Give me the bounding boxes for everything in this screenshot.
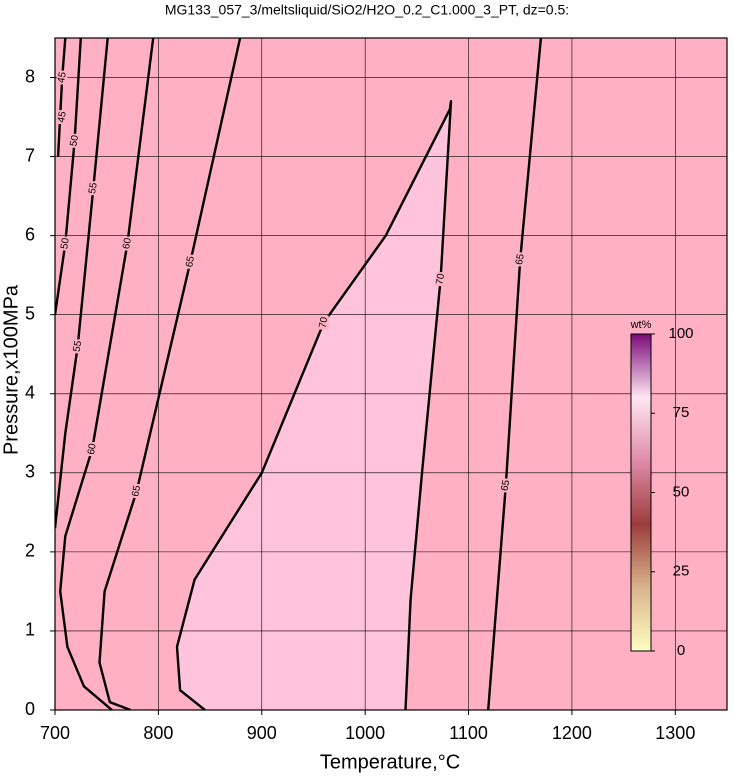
colorbar	[630, 333, 652, 652]
contour-label-bg	[122, 236, 133, 251]
contour-label-bg	[131, 484, 142, 499]
contour-label: 65	[514, 253, 527, 266]
contour-label: 70	[434, 272, 447, 285]
plot-area: 45 45 50 50 55 55 60 60 65 65 70 70 65 65	[55, 38, 727, 710]
contour-label-bg	[318, 315, 329, 330]
contour-label: 70	[318, 316, 331, 329]
y-tick-label: 0	[25, 699, 35, 719]
x-tick-label: 900	[247, 723, 277, 743]
x-tick-label: 700	[40, 723, 70, 743]
y-tick-label: 3	[25, 462, 35, 482]
contour-label-bg	[88, 181, 99, 196]
contour-label: 60	[121, 237, 134, 250]
contour-label: 50	[59, 237, 72, 250]
x-tick-label: 1200	[552, 723, 592, 743]
contour-label: 45	[56, 71, 69, 84]
colorbar-tick-label: 0	[677, 642, 685, 659]
y-tick-label: 8	[25, 66, 35, 86]
contour-line	[175, 100, 453, 710]
y-axis-label: Pressure,x100MPa	[0, 284, 22, 455]
colorbar-tick-label: 75	[673, 404, 690, 421]
colorbar-tick-label: 50	[673, 483, 690, 500]
contour-label-bg	[57, 70, 68, 85]
y-tick-label: 5	[25, 303, 35, 323]
colorbar-label: wt%	[630, 319, 652, 331]
contour-label: 65	[130, 484, 143, 497]
contour-label-bg	[69, 133, 80, 148]
contour-line	[55, 38, 82, 315]
colorbar-tick-label: 100	[668, 325, 693, 342]
contour-label-bg	[500, 478, 511, 493]
contour-label-bg	[435, 272, 446, 287]
plot-frame	[54, 37, 728, 711]
contour-label: 55	[87, 181, 100, 194]
x-tick-label: 1100	[449, 723, 488, 743]
contour-label-bg	[57, 110, 68, 125]
contour-label: 60	[86, 442, 99, 455]
colorbar-tick-label: 25	[673, 563, 690, 580]
contour-label-bg	[72, 339, 83, 354]
x-tick-label: 1000	[345, 723, 385, 743]
contour-label: 65	[500, 479, 513, 492]
contour-label: 55	[72, 339, 85, 352]
x-tick-label: 1300	[655, 723, 695, 743]
x-axis-label: Temperature,°C	[320, 751, 460, 773]
contour-label: 50	[68, 134, 81, 147]
contour-label-bg	[185, 254, 196, 269]
y-tick-label: 1	[25, 620, 35, 640]
x-tick-label: 800	[143, 723, 173, 743]
y-tick-label: 4	[25, 383, 35, 403]
contour-label: 65	[184, 255, 197, 268]
contour-label-bg	[515, 252, 526, 267]
y-tick-label: 6	[25, 224, 35, 244]
contour-label-bg	[87, 442, 98, 457]
contour-region	[177, 101, 451, 710]
contour-line	[59, 38, 155, 710]
y-tick-label: 7	[25, 145, 35, 165]
y-tick-label: 2	[25, 541, 35, 561]
contour-label-bg	[60, 236, 71, 251]
contour-label: 45	[56, 110, 69, 123]
chart-title: MG133_057_3/meltsliquid/SiO2/H2O_0.2_C1.…	[165, 2, 569, 18]
